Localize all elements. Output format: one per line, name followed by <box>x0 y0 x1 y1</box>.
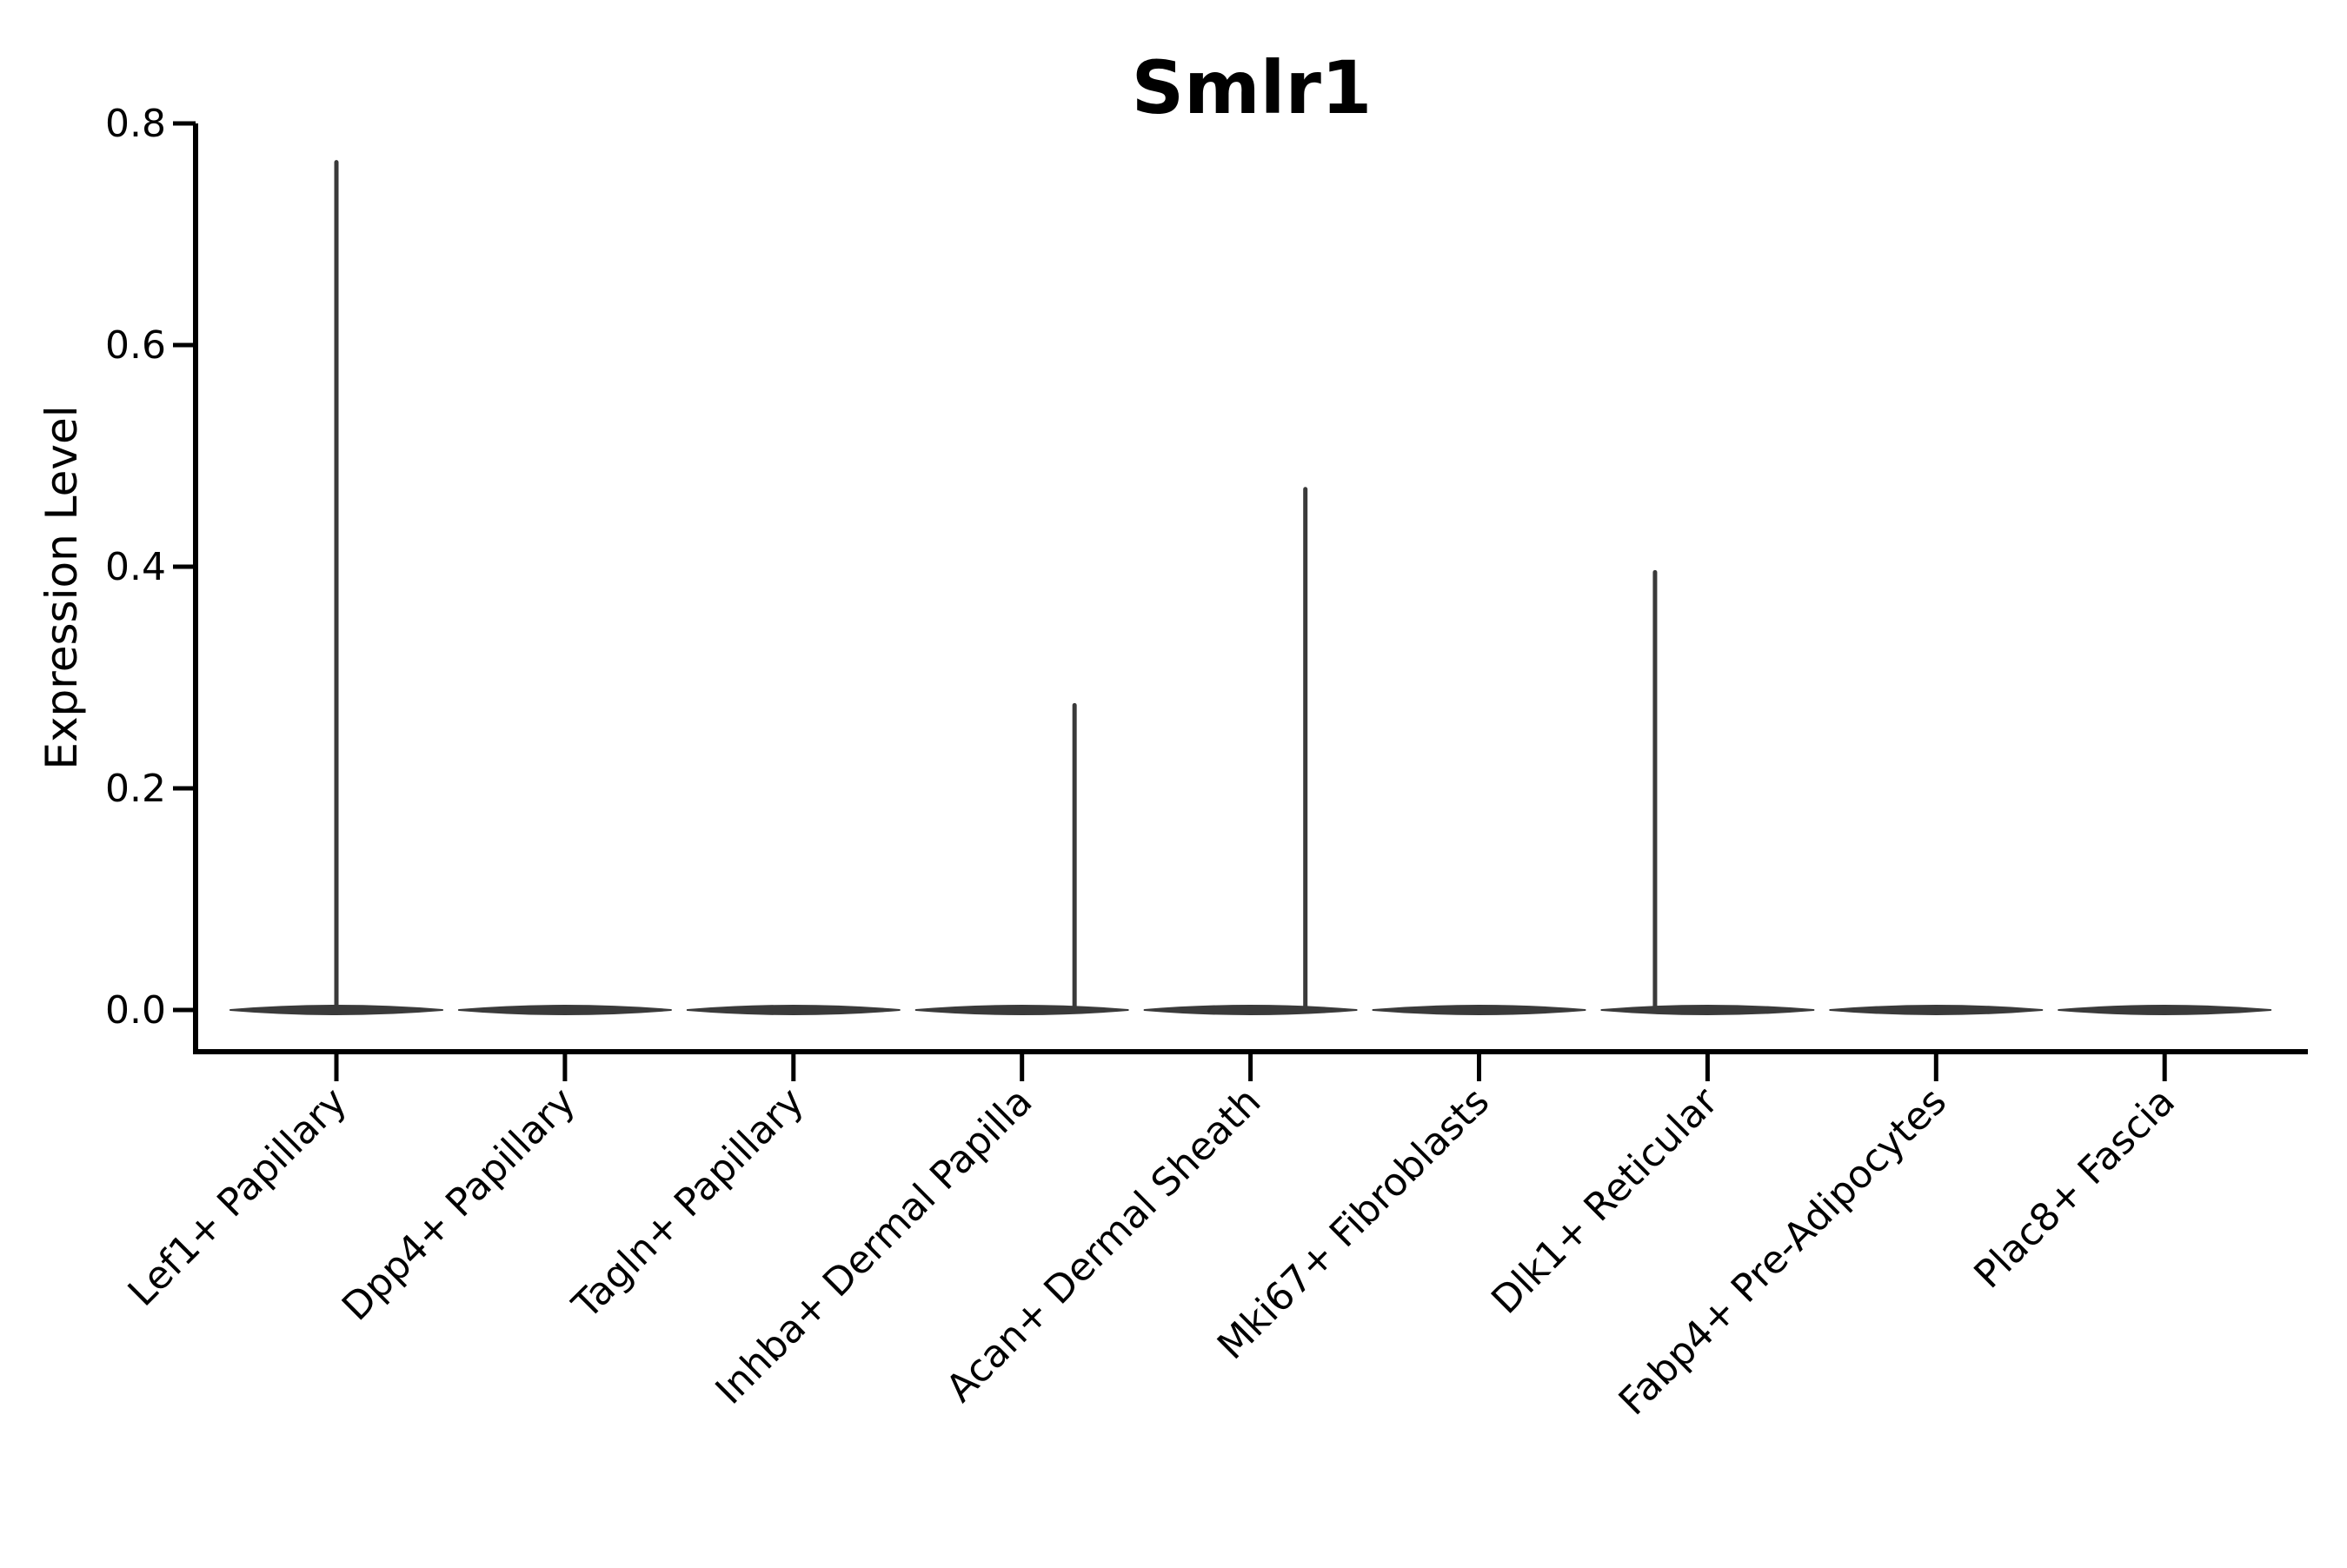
violin-body <box>686 1005 901 1015</box>
y-tick-label: 0.4 <box>105 545 166 589</box>
y-tick-label: 0.6 <box>105 323 166 368</box>
violin-body <box>1372 1005 1586 1015</box>
chart-title: Smlr1 <box>1132 45 1373 130</box>
x-tick-label: Tagln+ Papillary <box>563 1080 812 1328</box>
violin-body <box>2058 1005 2272 1015</box>
x-tick-label: Dlk1+ Reticular <box>1483 1079 1727 1323</box>
y-tick-label: 0.0 <box>105 988 166 1033</box>
violin-body <box>1143 1005 1358 1015</box>
violin-body <box>457 1005 672 1015</box>
violin-body <box>1829 1005 2044 1015</box>
y-axis-label: Expression Level <box>37 405 87 769</box>
violin-body <box>1600 1005 1815 1015</box>
x-tick-label: Lef1+ Papillary <box>120 1080 356 1315</box>
violin-body <box>914 1005 1129 1015</box>
x-tick-label: Plac8+ Fascia <box>1965 1080 2184 1298</box>
y-axis-ticks: 0.0 0.2 0.4 0.6 0.8 <box>105 102 196 1033</box>
y-tick-label: 0.8 <box>105 102 166 146</box>
y-tick-label: 0.2 <box>105 767 166 811</box>
x-tick-label: Dpp4+ Papillary <box>334 1080 584 1330</box>
violins <box>229 160 2272 1015</box>
axes <box>193 123 2308 1054</box>
